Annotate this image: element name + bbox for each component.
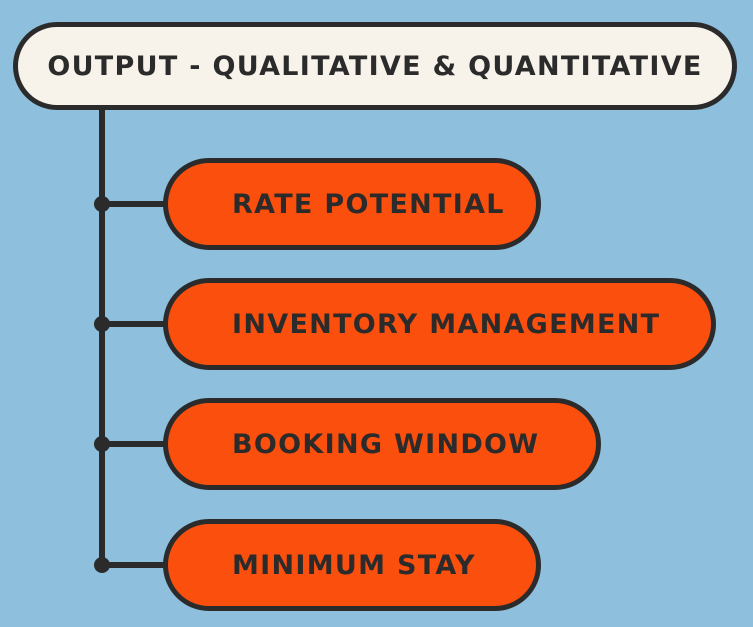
item-label-booking-window: BOOKING WINDOW — [232, 428, 540, 460]
item-label-minimum-stay: MINIMUM STAY — [232, 549, 476, 581]
diagram-title: OUTPUT - QUALITATIVE & QUANTITATIVE — [47, 50, 703, 82]
title-pill: OUTPUT - QUALITATIVE & QUANTITATIVE — [13, 22, 737, 110]
connector-branch-minimum-stay — [100, 562, 170, 568]
connector-dot-minimum-stay — [94, 557, 110, 573]
item-label-rate-potential: RATE POTENTIAL — [232, 188, 505, 220]
connector-spine — [99, 110, 105, 568]
item-label-inventory-management: INVENTORY MANAGEMENT — [232, 308, 661, 340]
item-pill-inventory-management: INVENTORY MANAGEMENT — [163, 278, 716, 370]
connector-dot-inventory-management — [94, 316, 110, 332]
item-pill-rate-potential: RATE POTENTIAL — [163, 158, 541, 250]
connector-branch-booking-window — [100, 441, 170, 447]
connector-branch-rate-potential — [100, 201, 170, 207]
item-pill-booking-window: BOOKING WINDOW — [163, 398, 601, 490]
connector-branch-inventory-management — [100, 321, 170, 327]
item-pill-minimum-stay: MINIMUM STAY — [163, 519, 541, 611]
connector-dot-rate-potential — [94, 196, 110, 212]
connector-dot-booking-window — [94, 436, 110, 452]
